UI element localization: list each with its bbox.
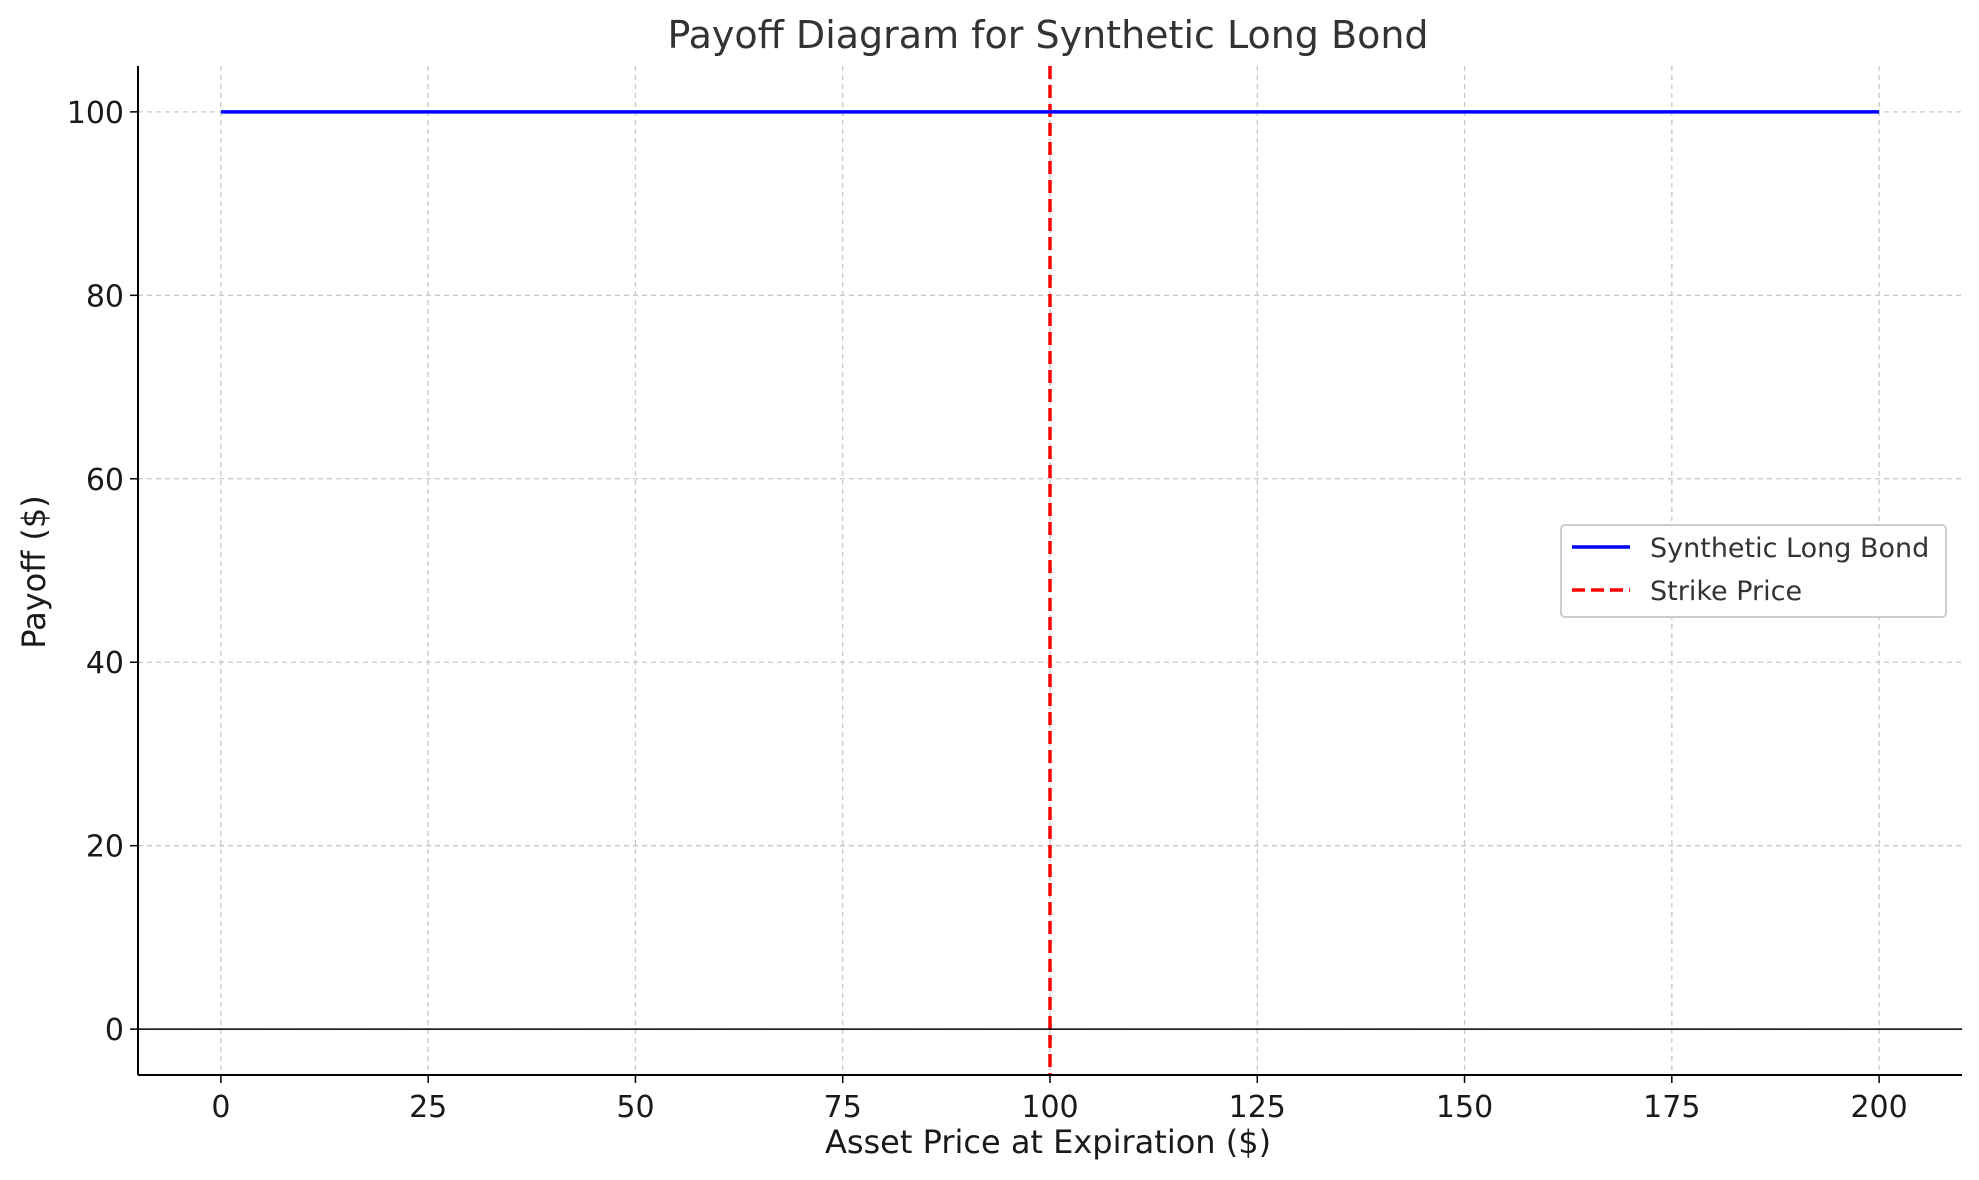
legend-label-strike-price: Strike Price	[1650, 576, 1802, 607]
x-tick-label: 50	[616, 1090, 654, 1125]
y-tick-label: 20	[86, 830, 124, 865]
x-tick-label: 150	[1436, 1090, 1493, 1125]
x-tick-label: 25	[409, 1090, 447, 1125]
y-tick-label: 100	[67, 96, 124, 131]
legend-frame	[1560, 524, 1947, 618]
x-tick-label: 0	[211, 1090, 230, 1125]
reference-lines	[138, 66, 1962, 1075]
x-tick-label: 125	[1229, 1090, 1286, 1125]
y-tick-label: 40	[86, 646, 124, 681]
x-tick-label: 175	[1643, 1090, 1700, 1125]
chart-title: Payoff Diagram for Synthetic Long Bond	[667, 13, 1428, 57]
y-tick-label: 60	[86, 463, 124, 498]
y-axis-label: Payoff ($)	[15, 495, 53, 649]
tick-labels: 0 25 50 75 100 125 150 175 200 0 20 40 60 80 100	[67, 96, 1908, 1125]
x-axis-label: Asset Price at Expiration ($)	[825, 1123, 1271, 1161]
x-tick-label: 75	[824, 1090, 862, 1125]
y-tick-label: 80	[86, 279, 124, 314]
x-tick-label: 200	[1850, 1090, 1907, 1125]
y-tick-label: 0	[105, 1013, 124, 1048]
legend: Synthetic Long Bond Strike Price	[1560, 524, 1947, 618]
legend-label-synthetic-long-bond: Synthetic Long Bond	[1650, 533, 1929, 564]
x-tick-label: 100	[1021, 1090, 1078, 1125]
